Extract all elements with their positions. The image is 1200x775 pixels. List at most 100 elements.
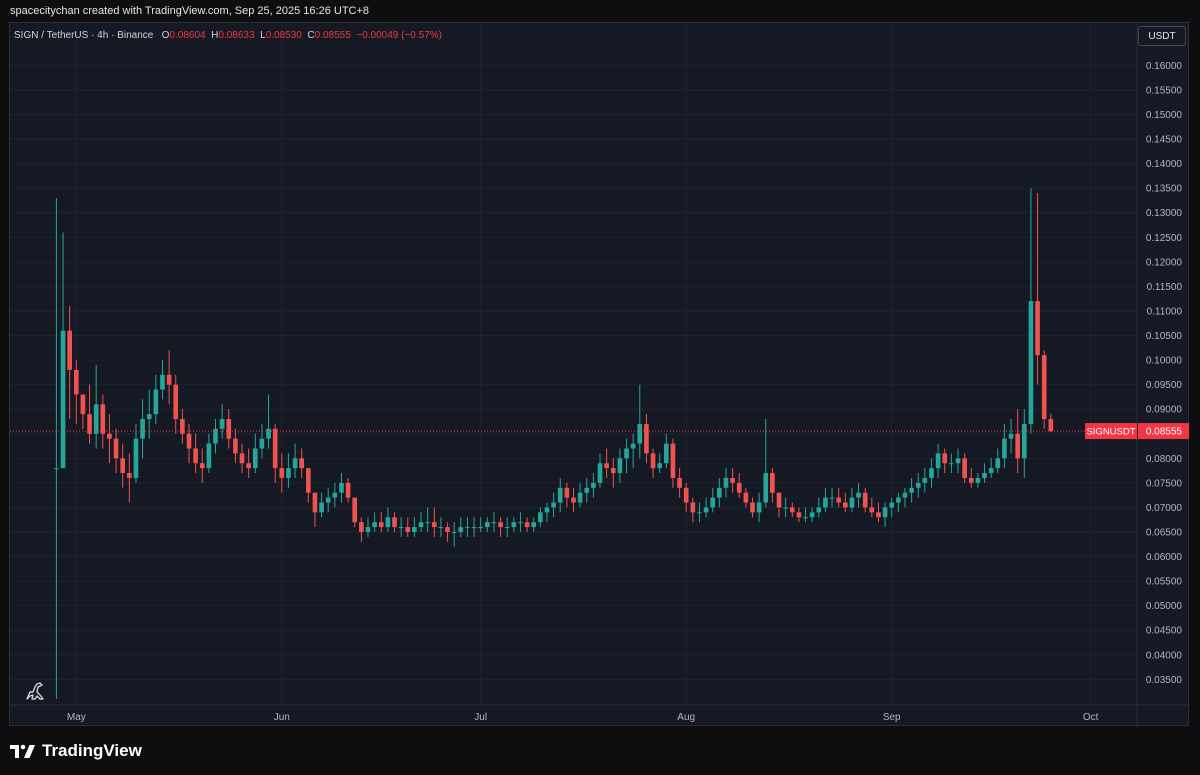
candle-body xyxy=(597,463,603,483)
currency-button[interactable]: USDT xyxy=(1138,26,1186,46)
candle-body xyxy=(896,497,901,503)
candle-body xyxy=(213,428,218,444)
candle-body xyxy=(962,458,967,478)
candle xyxy=(763,419,769,508)
candle xyxy=(922,468,928,493)
candle xyxy=(418,512,424,532)
candle-body xyxy=(319,502,324,513)
candle xyxy=(193,433,198,474)
candle xyxy=(1035,193,1040,385)
candle-body xyxy=(975,477,981,483)
price-tick-label: 0.08000 xyxy=(1146,454,1183,465)
candle xyxy=(259,423,265,459)
candle-body xyxy=(770,473,775,493)
candle-body xyxy=(392,517,397,528)
time-tick-label: Aug xyxy=(677,712,695,723)
candle xyxy=(690,497,696,523)
candle xyxy=(644,414,649,464)
tradingview-logo[interactable]: TradingView xyxy=(10,740,142,762)
candles xyxy=(54,188,1054,699)
price-tick-label: 0.16000 xyxy=(1146,61,1183,72)
candle xyxy=(113,428,119,474)
candle xyxy=(842,492,848,513)
candle-body xyxy=(160,374,165,390)
candle-body xyxy=(173,384,179,420)
candle xyxy=(292,443,298,478)
price-tick-label: 0.10500 xyxy=(1146,331,1183,342)
candle xyxy=(306,468,311,503)
candle xyxy=(796,507,802,523)
price-tick-label: 0.04000 xyxy=(1146,650,1183,661)
candle xyxy=(829,487,835,508)
last-price-tag: 0.08555 xyxy=(1146,427,1183,438)
candle xyxy=(869,497,875,518)
candle-body xyxy=(80,394,86,415)
candle xyxy=(836,487,841,508)
candle-body xyxy=(982,473,987,478)
candle xyxy=(438,517,444,537)
candle xyxy=(199,448,205,483)
candle-body xyxy=(889,502,895,508)
candle xyxy=(140,399,145,459)
candle xyxy=(571,487,576,513)
candle-body xyxy=(60,330,66,469)
tradingview-logo-icon xyxy=(10,744,35,758)
candle-body xyxy=(504,527,510,529)
candle-body xyxy=(299,458,305,469)
candle-body xyxy=(418,522,424,528)
price-tick-label: 0.13500 xyxy=(1146,184,1183,195)
candle-body xyxy=(882,507,888,518)
candle xyxy=(160,360,165,400)
candle-body xyxy=(67,330,72,370)
candle xyxy=(504,517,510,537)
candle xyxy=(385,507,391,532)
candle xyxy=(80,394,86,429)
price-tick-label: 0.11000 xyxy=(1147,306,1183,317)
candle-body xyxy=(166,374,172,385)
candle-body xyxy=(836,497,841,503)
candle-body xyxy=(398,527,404,529)
candle xyxy=(982,463,987,483)
candle-body xyxy=(988,468,994,474)
candle-body xyxy=(412,527,417,532)
candle-body xyxy=(591,482,596,488)
candle xyxy=(1015,409,1020,474)
candle xyxy=(789,502,795,518)
candle-body xyxy=(186,433,192,449)
high-label: H xyxy=(211,30,219,41)
candle-body xyxy=(869,507,875,513)
candle xyxy=(246,448,251,478)
candle xyxy=(856,482,861,508)
candle-body xyxy=(796,512,802,518)
candle xyxy=(478,517,484,532)
low-label: L xyxy=(260,30,266,41)
price-tick-label: 0.11500 xyxy=(1147,282,1183,293)
candlestick-chart[interactable]: 0.16000 0.15500 0.15000 0.14500 0.14000 0.135… xyxy=(10,23,1190,727)
candle xyxy=(942,448,948,474)
candle xyxy=(133,423,139,483)
candle-body xyxy=(352,497,358,523)
candle xyxy=(531,517,537,532)
candle xyxy=(127,453,132,503)
candle-body xyxy=(451,532,457,533)
candle xyxy=(703,497,709,518)
candle xyxy=(617,448,623,483)
candle-body xyxy=(710,497,716,508)
candle xyxy=(431,507,437,537)
candle xyxy=(637,384,643,459)
candle xyxy=(339,473,344,503)
candle-body xyxy=(909,487,914,493)
candle-body xyxy=(378,522,384,528)
close-label: C xyxy=(307,30,315,41)
chart-panel[interactable]: 0.16000 0.15500 0.15000 0.14500 0.14000 0.135… xyxy=(9,22,1190,727)
candle-body xyxy=(127,473,132,478)
price-tick-label: 0.13000 xyxy=(1146,208,1183,219)
candle-body xyxy=(677,477,682,488)
candle xyxy=(717,477,722,508)
candle-body xyxy=(862,492,868,508)
candle-body xyxy=(359,522,364,532)
price-tick-label: 0.06000 xyxy=(1146,552,1183,563)
candle xyxy=(54,198,59,699)
candle-body xyxy=(286,468,291,478)
candle-body xyxy=(531,522,537,528)
